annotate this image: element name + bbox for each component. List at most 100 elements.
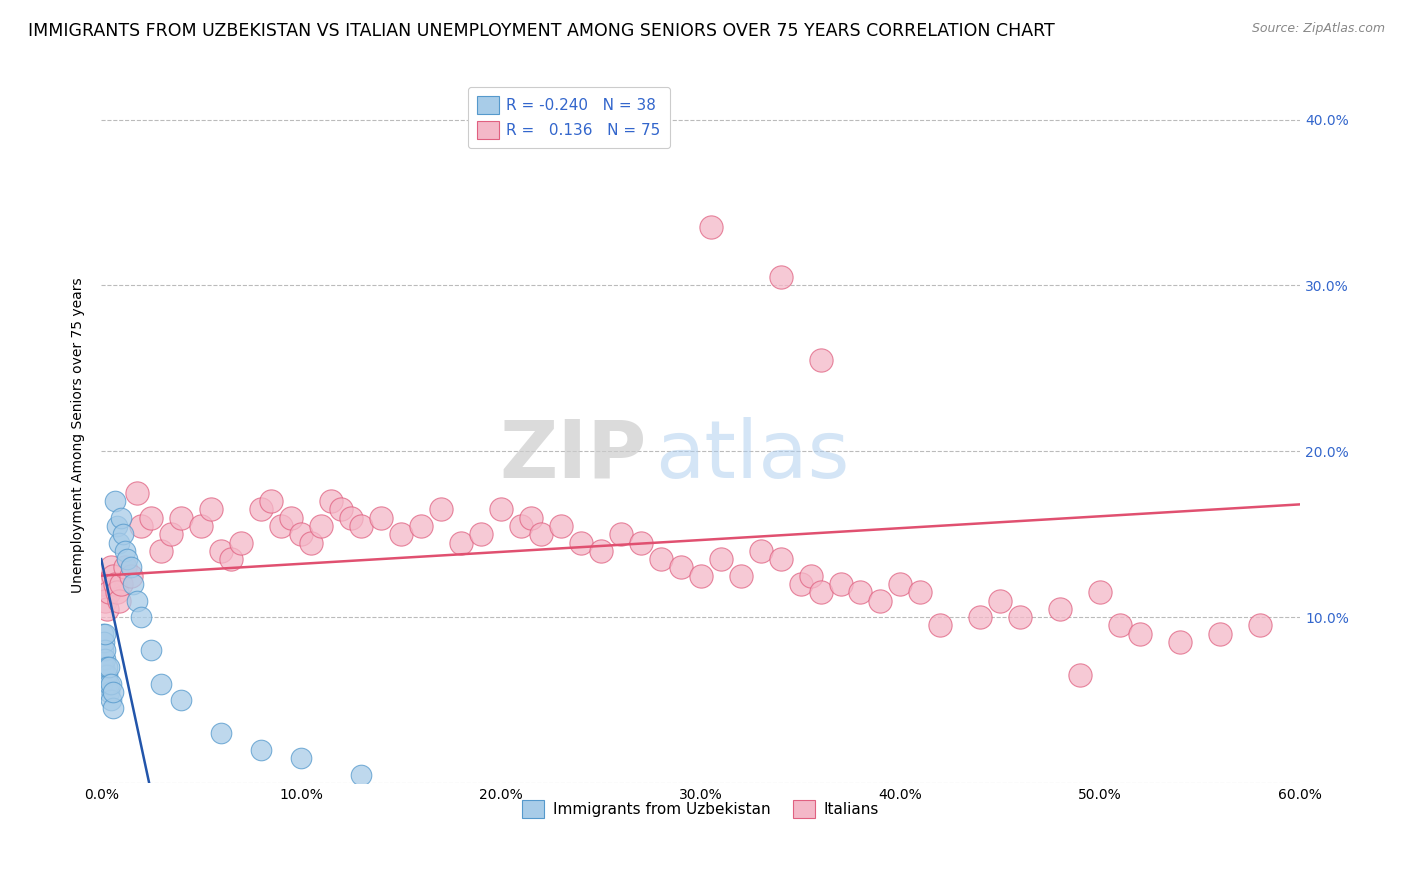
Point xyxy=(290,527,312,541)
Point xyxy=(309,519,332,533)
Point xyxy=(530,527,553,541)
Point xyxy=(270,519,292,533)
Point xyxy=(299,535,322,549)
Point xyxy=(969,610,991,624)
Point xyxy=(150,544,173,558)
Point xyxy=(91,626,114,640)
Point xyxy=(1049,602,1071,616)
Point xyxy=(94,643,117,657)
Point xyxy=(430,502,453,516)
Point xyxy=(509,519,531,533)
Point xyxy=(98,585,121,599)
Point xyxy=(120,560,142,574)
Point xyxy=(104,494,127,508)
Point xyxy=(910,585,932,599)
Point xyxy=(689,568,711,582)
Point xyxy=(260,494,283,508)
Point xyxy=(988,593,1011,607)
Point xyxy=(350,768,373,782)
Point xyxy=(170,510,193,524)
Point xyxy=(749,544,772,558)
Point xyxy=(150,676,173,690)
Point xyxy=(93,635,115,649)
Point xyxy=(110,510,132,524)
Point xyxy=(1168,635,1191,649)
Text: Source: ZipAtlas.com: Source: ZipAtlas.com xyxy=(1251,22,1385,36)
Point xyxy=(290,751,312,765)
Point xyxy=(330,502,353,516)
Point xyxy=(830,577,852,591)
Point xyxy=(810,353,832,368)
Point xyxy=(569,535,592,549)
Point xyxy=(520,510,543,524)
Point xyxy=(229,535,252,549)
Point xyxy=(96,660,118,674)
Point xyxy=(630,535,652,549)
Y-axis label: Unemployment Among Seniors over 75 years: Unemployment Among Seniors over 75 years xyxy=(72,277,86,592)
Point xyxy=(105,519,128,533)
Point xyxy=(849,585,872,599)
Point xyxy=(550,519,572,533)
Point xyxy=(769,270,792,285)
Point xyxy=(340,510,363,524)
Point xyxy=(122,577,145,591)
Point xyxy=(94,651,117,665)
Point xyxy=(389,527,412,541)
Point xyxy=(190,519,212,533)
Point xyxy=(120,568,142,582)
Point xyxy=(93,660,115,674)
Point xyxy=(94,593,117,607)
Point xyxy=(650,552,672,566)
Point xyxy=(103,568,125,582)
Point xyxy=(370,510,392,524)
Point xyxy=(160,527,183,541)
Point xyxy=(250,502,273,516)
Point xyxy=(889,577,911,591)
Point xyxy=(450,535,472,549)
Point xyxy=(129,519,152,533)
Text: IMMIGRANTS FROM UZBEKISTAN VS ITALIAN UNEMPLOYMENT AMONG SENIORS OVER 75 YEARS C: IMMIGRANTS FROM UZBEKISTAN VS ITALIAN UN… xyxy=(28,22,1054,40)
Point xyxy=(91,577,114,591)
Point xyxy=(589,544,612,558)
Point xyxy=(200,502,222,516)
Point xyxy=(869,593,891,607)
Point xyxy=(98,660,121,674)
Point xyxy=(730,568,752,582)
Point xyxy=(699,220,721,235)
Point xyxy=(110,577,132,591)
Point xyxy=(91,676,114,690)
Point xyxy=(319,494,342,508)
Point xyxy=(710,552,733,566)
Point xyxy=(1249,618,1271,632)
Point xyxy=(1109,618,1132,632)
Point xyxy=(669,560,692,574)
Point xyxy=(1069,668,1091,682)
Point xyxy=(127,593,149,607)
Point xyxy=(91,643,114,657)
Point xyxy=(470,527,492,541)
Point xyxy=(1209,626,1232,640)
Point xyxy=(100,693,122,707)
Point xyxy=(100,676,122,690)
Point xyxy=(489,502,512,516)
Point xyxy=(112,527,135,541)
Point xyxy=(94,626,117,640)
Point xyxy=(108,593,131,607)
Point xyxy=(1090,585,1112,599)
Point xyxy=(129,610,152,624)
Point xyxy=(810,585,832,599)
Point xyxy=(94,668,117,682)
Point xyxy=(141,643,163,657)
Point xyxy=(141,510,163,524)
Point xyxy=(103,701,125,715)
Point xyxy=(104,577,127,591)
Legend: Immigrants from Uzbekistan, Italians: Immigrants from Uzbekistan, Italians xyxy=(516,794,886,824)
Point xyxy=(98,685,121,699)
Point xyxy=(209,726,232,740)
Point xyxy=(219,552,242,566)
Point xyxy=(127,485,149,500)
Point xyxy=(100,560,122,574)
Point xyxy=(98,676,121,690)
Point xyxy=(115,552,138,566)
Text: atlas: atlas xyxy=(655,417,849,494)
